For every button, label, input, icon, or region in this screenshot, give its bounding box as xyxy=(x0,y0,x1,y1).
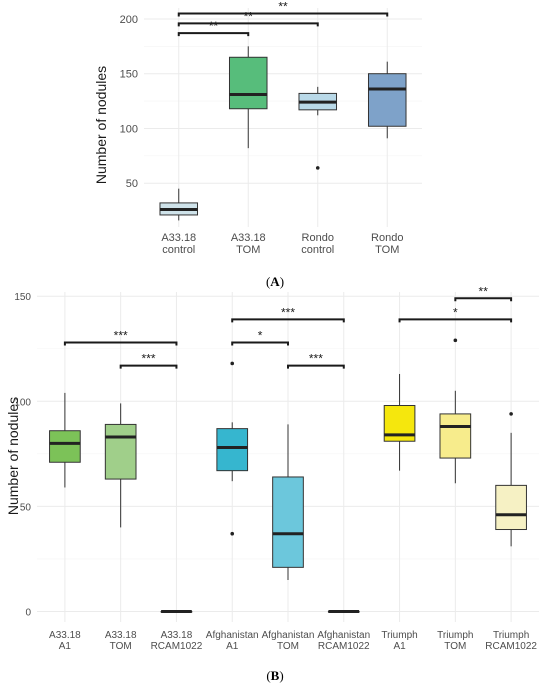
panel-a-plot: 50100150200A33.18controlA33.18TOMRondoco… xyxy=(120,0,422,256)
panel-b-box xyxy=(104,423,137,480)
panel-b-x-tick-label: Afghanistan xyxy=(317,630,370,641)
panel-a-x-tick-label: Rondo xyxy=(302,232,334,244)
panel-b-box xyxy=(272,476,304,568)
panel-b-x-tick-label: A33.18 xyxy=(105,630,137,641)
panel-b-significance-bracket xyxy=(119,364,178,369)
panel-b-box xyxy=(49,430,81,463)
panel-b-y-tick-label: 100 xyxy=(14,397,31,408)
panel-b-x-tick-label: TOM xyxy=(444,641,466,652)
panel-b-outlier-point xyxy=(230,361,235,366)
panel-a-outlier-point xyxy=(315,166,320,170)
panel-a-y-tick-label: 50 xyxy=(126,178,138,190)
panel-a-x-tick-label: A33.18 xyxy=(161,232,196,244)
panel-b-box xyxy=(216,428,249,472)
panel-b-significance-label: * xyxy=(258,328,263,342)
panel-b-significance-bracket xyxy=(454,297,513,302)
panel-a-x-tick-label: Rondo xyxy=(371,232,403,244)
panel-b-caption: (B) xyxy=(266,668,283,683)
panel-b-x-tick-label: A1 xyxy=(59,641,72,652)
panel-a-x-tick-label: A33.18 xyxy=(231,232,266,244)
panel-b-significance-label: *** xyxy=(281,305,295,319)
panel-b-significance-label: *** xyxy=(309,352,323,366)
panel-b-significance-label: * xyxy=(453,305,458,319)
panel-b-x-tick-label: RCAM1022 xyxy=(485,641,537,652)
panel-a-box xyxy=(367,73,407,127)
panel-b-x-tick-label: A1 xyxy=(226,641,239,652)
panel-b-x-tick-label: TOM xyxy=(110,641,132,652)
panel-a-x-tick-label: control xyxy=(162,244,195,256)
panel-a-x-tick-label: TOM xyxy=(375,244,399,256)
panel-b-outlier-point xyxy=(509,412,513,416)
panel-a-x-tick-label: control xyxy=(301,244,334,256)
panel-b-x-tick-label: TOM xyxy=(277,641,299,652)
panel-a-y-tick-label: 200 xyxy=(120,14,138,26)
panel-b-x-tick-label: A33.18 xyxy=(161,630,193,641)
panel-b-outlier-point xyxy=(230,531,235,536)
panel-b-x-tick-label: Triumph xyxy=(437,630,473,641)
panel-a-caption: (A) xyxy=(266,274,284,289)
panel-b-x-tick-label: Afghanistan xyxy=(262,630,315,641)
panel-a-y-tick-label: 150 xyxy=(120,69,138,81)
panel-b-significance-bracket xyxy=(63,341,178,346)
panel-b-x-tick-label: Triumph xyxy=(493,630,529,641)
panel-b-x-tick-label: Triumph xyxy=(381,630,417,641)
panel-a-significance-bracket xyxy=(177,12,389,17)
panel-a-significance-label: ** xyxy=(209,19,219,33)
panel-b-significance-bracket xyxy=(231,341,289,346)
panel-b-x-tick-label: RCAM1022 xyxy=(151,641,203,652)
panel-a-significance-label: ** xyxy=(278,0,288,13)
panel-b-box xyxy=(439,413,472,459)
panel-b-x-tick-label: A1 xyxy=(393,641,406,652)
panel-a-x-tick-label: TOM xyxy=(236,244,260,256)
panel-a-box xyxy=(228,56,268,110)
panel-b-box xyxy=(495,484,527,531)
panel-b-x-tick-label: Afghanistan xyxy=(206,630,259,641)
panel-b-significance-label: *** xyxy=(142,352,156,366)
panel-b-y-tick-label: 150 xyxy=(14,292,31,303)
panel-b-significance-bracket xyxy=(231,318,345,323)
panel-a-y-axis-label: Number of nodules xyxy=(93,66,109,184)
panel-b-significance-label: *** xyxy=(114,328,128,342)
panel-b-plot: 050100150A33.18A1A33.18TOMA33.18RCAM1022… xyxy=(14,284,539,652)
panel-b-significance-bracket xyxy=(287,364,345,369)
panel-b-outlier-point xyxy=(453,338,458,343)
panel-b-x-tick-label: RCAM1022 xyxy=(318,641,370,652)
panel-b-significance-label: ** xyxy=(479,284,489,298)
panel-b-y-tick-label: 50 xyxy=(20,502,32,513)
panel-a-significance-bracket xyxy=(177,32,250,37)
panel-b-y-axis-label: Number of nodules xyxy=(5,397,21,515)
panel-a-significance-bracket xyxy=(177,22,319,27)
panel-b-x-tick-label: A33.18 xyxy=(49,630,81,641)
panel-b-significance-bracket xyxy=(398,318,513,323)
panel-a-significance-label: ** xyxy=(244,9,254,23)
panel-a-y-tick-label: 100 xyxy=(120,123,138,135)
panel-b-y-tick-label: 0 xyxy=(25,607,31,618)
